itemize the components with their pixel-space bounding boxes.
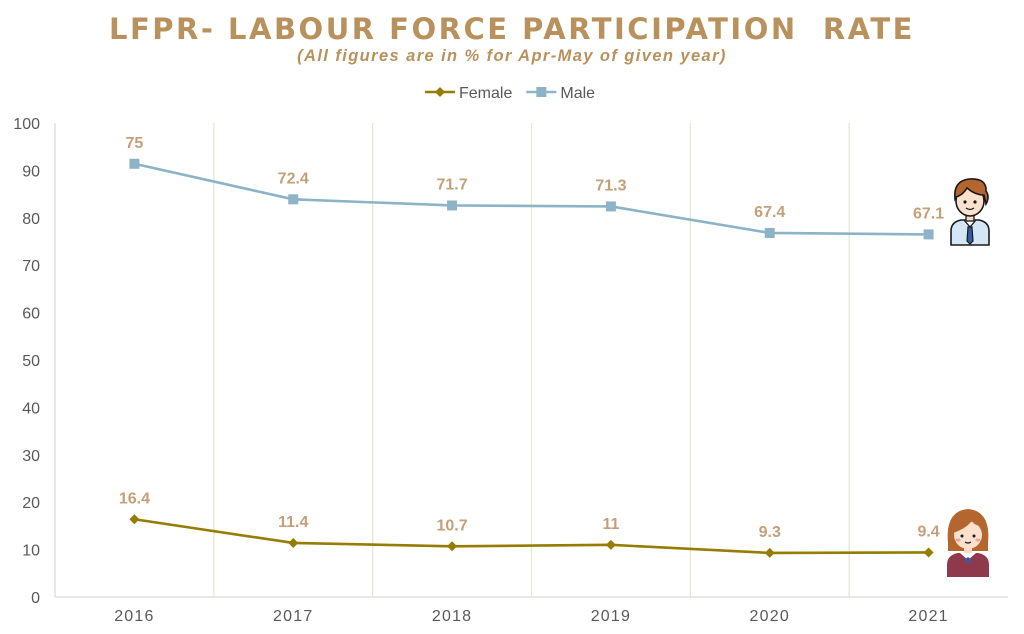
chart-subtitle: (All figures are in % for Apr-May of giv… xyxy=(297,47,727,65)
data-label-female: 11 xyxy=(602,516,619,533)
y-tick-label: 20 xyxy=(22,495,40,512)
data-point-female xyxy=(129,514,140,525)
x-tick-label: 2016 xyxy=(114,608,154,625)
data-point-female xyxy=(288,537,299,548)
legend-marker-female xyxy=(435,87,445,97)
grid-lines xyxy=(213,123,850,597)
data-label-female: 16.4 xyxy=(119,490,150,507)
data-label-female: 9.4 xyxy=(917,523,939,540)
data-point-male xyxy=(288,194,299,205)
data-labels: 16.4 11.4 10.7 11 9.3 9.4 75 72.4 71.7 71.3 67.4 67… xyxy=(119,135,944,541)
data-label-female: 11.4 xyxy=(278,514,308,531)
axes: 0 10 20 30 40 50 60 70 80 90 100 2016 2017 2018 2019 20… xyxy=(13,116,1008,625)
legend: Female Male xyxy=(425,85,595,102)
y-tick-label: 80 xyxy=(22,211,40,228)
data-point-female xyxy=(447,541,458,552)
data-point-female xyxy=(605,539,616,550)
y-tick-label: 60 xyxy=(22,306,40,323)
female-avatar-icon xyxy=(947,509,989,577)
x-tick-label: 2021 xyxy=(908,608,948,625)
data-point-female xyxy=(923,547,934,558)
data-point-male xyxy=(129,158,140,169)
data-label-male: 67.1 xyxy=(913,205,944,222)
y-tick-label: 90 xyxy=(22,163,40,180)
legend-label-female: Female xyxy=(459,85,512,102)
male-avatar-icon xyxy=(950,178,990,246)
data-point-male xyxy=(605,201,616,212)
data-label-male: 67.4 xyxy=(754,204,785,221)
y-tick-label: 10 xyxy=(22,543,40,560)
y-tick-label: 40 xyxy=(22,400,40,417)
x-tick-label: 2018 xyxy=(432,608,472,625)
data-label-female: 9.3 xyxy=(759,524,781,541)
x-tick-label: 2020 xyxy=(750,608,790,625)
chart-title: LFPR- LABOUR FORCE PARTICIPATION RATE xyxy=(109,12,915,46)
legend-marker-male xyxy=(536,87,547,97)
y-tick-label: 100 xyxy=(13,116,40,133)
data-point-male xyxy=(923,229,934,240)
x-tick-label: 2017 xyxy=(273,608,313,625)
series-line-male xyxy=(134,162,929,236)
series xyxy=(129,158,934,558)
data-label-female: 10.7 xyxy=(437,517,468,534)
y-tick-label: 70 xyxy=(22,258,40,275)
series-line-female xyxy=(134,517,929,555)
y-tick-label: 50 xyxy=(22,353,40,370)
y-tick-label: 0 xyxy=(31,590,40,607)
data-point-female xyxy=(764,547,775,558)
data-point-male xyxy=(447,200,458,211)
data-label-male: 71.7 xyxy=(437,176,468,193)
data-label-male: 75 xyxy=(126,135,144,152)
data-label-male: 71.3 xyxy=(595,177,626,194)
legend-label-male: Male xyxy=(560,85,595,102)
y-tick-label: 30 xyxy=(22,448,40,465)
data-label-male: 72.4 xyxy=(278,170,309,187)
data-point-male xyxy=(764,227,775,238)
x-tick-label: 2019 xyxy=(591,608,631,625)
